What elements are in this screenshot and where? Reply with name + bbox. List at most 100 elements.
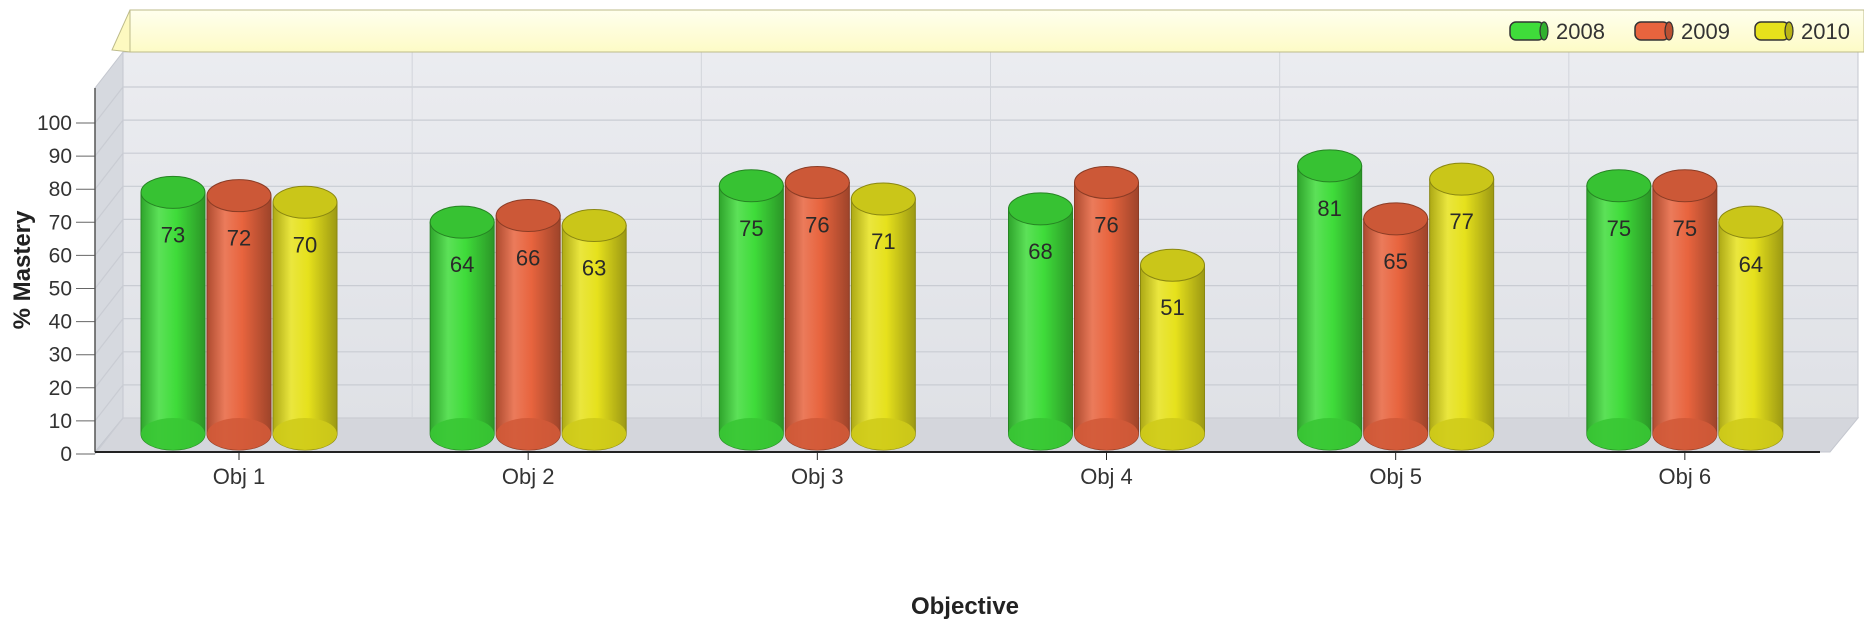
legend-swatch-cap: [1539, 21, 1549, 41]
x-axis-title: Objective: [911, 593, 1019, 620]
y-tick-label: 10: [49, 410, 72, 433]
bar-obj-1-2008: 73: [140, 175, 206, 451]
data-label: 72: [227, 226, 251, 251]
gridline-side-80: [94, 152, 124, 190]
x-tick-label: Obj 5: [1369, 464, 1422, 489]
legend-item-2008: 2008: [1509, 19, 1605, 44]
bar-obj-4-2009: 76: [1074, 165, 1139, 451]
bar-top: [1652, 169, 1718, 203]
bar-obj-3-2010: 71: [850, 182, 916, 451]
bar-top: [1363, 202, 1429, 236]
gridline-side-10: [94, 384, 124, 422]
data-label: 68: [1028, 239, 1052, 264]
bar-obj-3-2008: 75: [718, 169, 784, 451]
legend-banner-edge: [111, 9, 131, 53]
legend-swatch: [1509, 21, 1545, 41]
bar-top: [1140, 248, 1205, 282]
y-tick-label: 100: [37, 112, 72, 135]
bar-obj-1-2010: 70: [272, 185, 338, 451]
data-label: 75: [1607, 216, 1631, 241]
y-axis: 0 10 20 30 40 50 60 70 80 90 100: [37, 88, 96, 466]
bar-base: [785, 418, 850, 450]
gridline-side-90: [94, 119, 124, 157]
bar-top: [1718, 205, 1784, 239]
data-label: 75: [739, 216, 763, 241]
bar-obj-6-2010: 64: [1718, 205, 1784, 451]
bar-top: [206, 179, 272, 213]
bar-obj-4-2008: 68: [1008, 192, 1073, 451]
side-wall: [94, 50, 124, 454]
bar-obj-5-2009: 65: [1363, 202, 1429, 451]
gridline-side-60: [94, 219, 124, 256]
bar-base: [207, 418, 271, 450]
legend-swatch: [1754, 21, 1790, 41]
legend-swatch-cap: [1664, 21, 1674, 41]
y-tick-label: 50: [49, 278, 72, 301]
gridline-side-40: [94, 285, 124, 322]
bar-base: [1074, 418, 1139, 450]
bar-base: [273, 418, 337, 450]
legend-label: 2010: [1801, 19, 1850, 44]
bar-top: [1586, 169, 1652, 203]
data-label: 76: [1094, 212, 1118, 237]
gridline-side-50: [94, 252, 124, 289]
legend-label: 2009: [1681, 19, 1730, 44]
bar-base: [1718, 418, 1783, 450]
bar-base: [1363, 418, 1428, 450]
data-label: 65: [1383, 249, 1407, 274]
y-tick-label: 30: [49, 344, 72, 367]
gridline-side-70: [94, 185, 124, 223]
bar-top: [140, 175, 206, 209]
bar-top: [850, 182, 916, 216]
bar-top: [1074, 165, 1139, 199]
gridline-side-100: [94, 86, 124, 124]
bar-top: [1297, 149, 1363, 183]
bar-obj-2-2008: 64: [429, 205, 495, 451]
bar-top: [1008, 192, 1073, 226]
bar-obj-6-2008: 75: [1586, 169, 1652, 451]
y-tick-label: 80: [49, 178, 72, 201]
y-axis-title: % Mastery: [9, 210, 36, 329]
bar-top: [784, 165, 850, 199]
data-label: 76: [805, 212, 829, 237]
gridline-side-30: [94, 318, 124, 356]
legend-item-2010: 2010: [1754, 19, 1850, 44]
bar-obj-2-2010: 63: [561, 208, 627, 451]
bar-base: [1297, 418, 1362, 450]
x-tick-label: Obj 3: [791, 464, 844, 489]
data-label: 75: [1673, 216, 1697, 241]
data-label: 66: [516, 246, 540, 271]
bar-base: [719, 418, 784, 450]
legend-swatch-cap: [1784, 21, 1794, 41]
legend-swatch: [1634, 21, 1670, 41]
data-label: 51: [1160, 295, 1184, 320]
data-label: 70: [293, 232, 317, 257]
bar-top: [495, 199, 561, 233]
x-tick-label: Obj 1: [213, 464, 266, 489]
bar-base: [851, 418, 916, 450]
bar-top: [718, 169, 784, 203]
data-label: 71: [871, 229, 895, 254]
y-tick-label: 40: [49, 311, 72, 334]
y-tick-label: 20: [49, 377, 72, 400]
bar-obj-5-2008: 81: [1297, 149, 1363, 451]
bar-obj-6-2009: 75: [1652, 169, 1718, 451]
gridline-side-0: [94, 417, 124, 455]
bar-obj-5-2010: 77: [1429, 162, 1495, 451]
bar-top: [561, 208, 627, 242]
bar-base: [141, 418, 205, 450]
data-label: 63: [582, 255, 606, 280]
gridlines: [94, 52, 1858, 455]
bar-base: [1140, 418, 1205, 450]
x-tick-label: Obj 4: [1080, 464, 1133, 489]
gridline-side-20: [94, 351, 124, 389]
bar-base: [430, 418, 495, 450]
bar-top: [272, 185, 338, 219]
bar-top: [1429, 162, 1495, 196]
y-tick-label: 70: [49, 211, 72, 234]
y-tick-label: 60: [49, 244, 72, 267]
x-axis: Obj 1 Obj 2 Obj 3 Obj 4 Obj 5 Obj 6: [95, 451, 1820, 489]
x-tick-label: Obj 2: [502, 464, 555, 489]
bar-base: [1008, 418, 1073, 450]
